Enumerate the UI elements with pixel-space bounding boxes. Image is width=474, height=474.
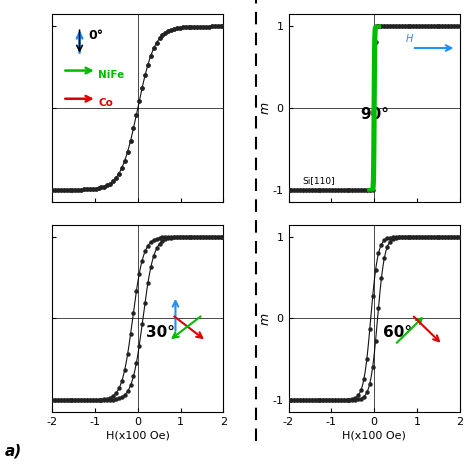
Text: 0°: 0° — [88, 28, 103, 42]
Text: 30°: 30° — [146, 325, 175, 340]
Text: Si[110]: Si[110] — [302, 176, 335, 185]
Text: 60°: 60° — [383, 325, 412, 340]
Text: Co: Co — [99, 98, 113, 108]
X-axis label: H(x100 Oe): H(x100 Oe) — [342, 430, 406, 440]
Text: a): a) — [5, 443, 22, 458]
Y-axis label: m: m — [258, 312, 271, 325]
X-axis label: H(x100 Oe): H(x100 Oe) — [106, 430, 170, 440]
Text: NiFe: NiFe — [99, 70, 125, 80]
Text: $H$: $H$ — [405, 32, 414, 45]
Y-axis label: m: m — [258, 102, 271, 114]
Text: 90°: 90° — [360, 108, 390, 122]
